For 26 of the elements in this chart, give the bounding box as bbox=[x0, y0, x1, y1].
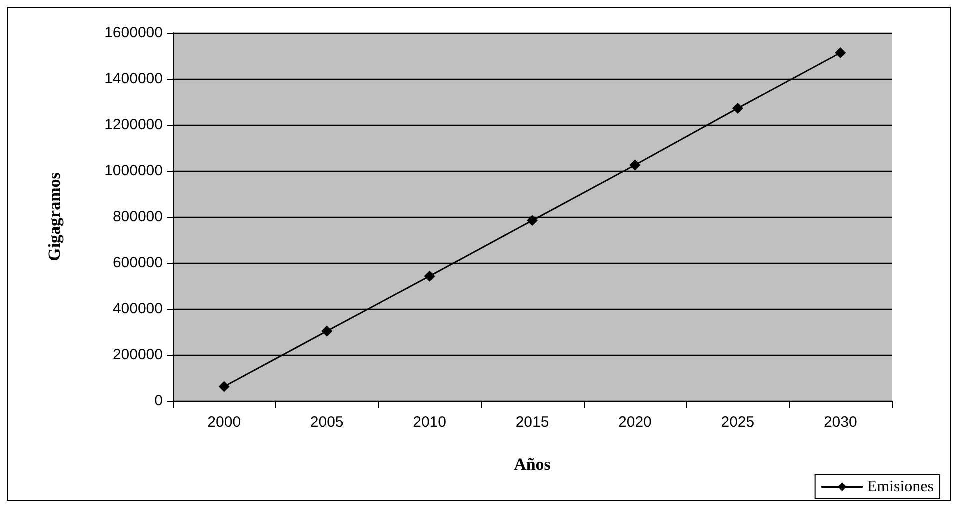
y-tick-label: 1000000 bbox=[104, 162, 163, 180]
x-tick-label: 2020 bbox=[618, 414, 652, 431]
y-tick-label: 600000 bbox=[112, 254, 163, 272]
x-tick-label: 2000 bbox=[208, 414, 242, 431]
point bbox=[630, 160, 641, 171]
point bbox=[835, 48, 846, 59]
point bbox=[424, 270, 436, 282]
legend-label: Emisiones bbox=[867, 478, 934, 496]
x-tick-label: 2030 bbox=[824, 414, 858, 431]
x-tick-label: 2015 bbox=[516, 414, 550, 431]
y-tick-label: 800000 bbox=[112, 208, 163, 226]
y-tick-label: 200000 bbox=[112, 346, 163, 364]
point bbox=[218, 381, 230, 392]
y-tick-label: 1200000 bbox=[104, 116, 163, 134]
y-axis-title: Gigagramos bbox=[45, 172, 64, 262]
y-tick-label: 400000 bbox=[112, 300, 163, 318]
x-axis-title: Años bbox=[514, 455, 552, 474]
x-tick-label: 2010 bbox=[413, 414, 446, 431]
y-tick-label: 1400000 bbox=[104, 70, 163, 88]
y-tick-label: 0 bbox=[154, 392, 163, 410]
y-tick-label: 1600000 bbox=[104, 24, 163, 42]
point bbox=[732, 102, 744, 114]
point bbox=[322, 326, 333, 337]
point bbox=[527, 215, 538, 226]
x-tick-label: 2025 bbox=[721, 414, 755, 431]
x-tick-label: 2005 bbox=[310, 414, 344, 431]
